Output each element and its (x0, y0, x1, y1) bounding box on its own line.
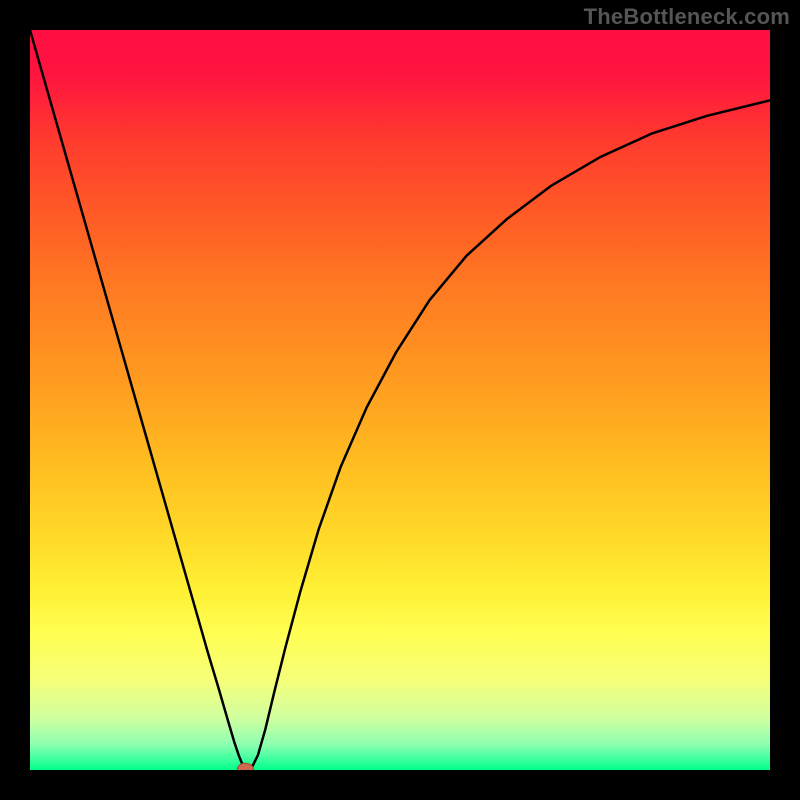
chart-background (30, 30, 770, 770)
watermark-text: TheBottleneck.com (584, 4, 790, 30)
bottleneck-chart (0, 0, 800, 800)
minimum-marker (237, 763, 253, 775)
